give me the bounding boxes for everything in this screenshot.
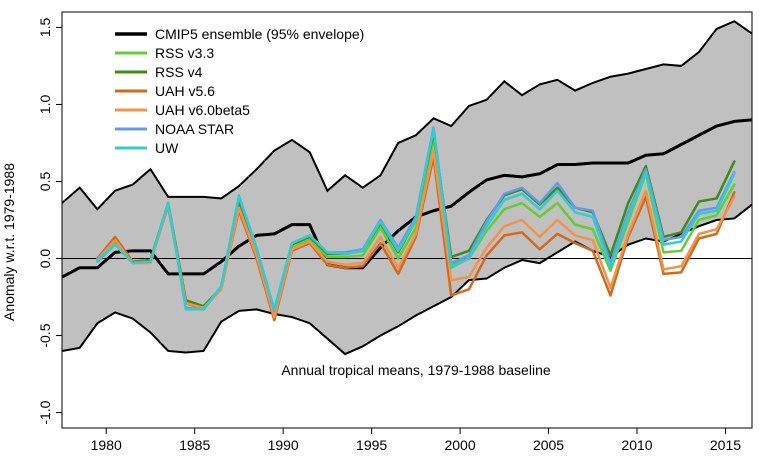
envelope-upper-line [62, 20, 752, 211]
series-line-cmip5-ensemble-95-envelope [62, 118, 752, 279]
y-tick-label: 0.5 [37, 172, 53, 192]
x-tick-label: 1995 [356, 437, 387, 453]
legend-label-uah-v6-0beta5: UAH v6.0beta5 [155, 102, 250, 118]
chart-annotation: Annual tropical means, 1979-1988 baselin… [281, 362, 551, 378]
legend: CMIP5 ensemble (95% envelope) RSS v3.3 RSS… [115, 26, 364, 156]
x-tick-label: 2000 [444, 437, 475, 453]
legend-label-uah-v5-6: UAH v5.6 [155, 83, 215, 99]
legend-label-cmip5-ensemble-95-envelope: CMIP5 ensemble (95% envelope) [155, 26, 364, 42]
y-tick-label: 1.5 [37, 17, 53, 37]
x-tick-label: 2010 [621, 437, 652, 453]
x-tick-label: 1990 [268, 437, 299, 453]
plot-frame [61, 11, 753, 429]
envelope-lower-line [62, 203, 752, 356]
x-tick-label: 2005 [533, 437, 564, 453]
legend-label-rss-v4: RSS v4 [155, 64, 203, 80]
x-tick-label: 1985 [179, 437, 210, 453]
x-tick-label: 2015 [710, 437, 741, 453]
y-tick-label: 0.0 [37, 249, 53, 269]
y-tick-label: -0.5 [37, 323, 53, 347]
envelope-band [62, 21, 752, 355]
y-tick-label: -1.0 [37, 400, 53, 424]
series-line-uw [96, 127, 736, 311]
legend-label-noaa-star: NOAA STAR [155, 121, 234, 137]
plot-inner [62, 20, 752, 356]
y-axis-title: Anomaly w.r.t. 1979-1988 [1, 163, 17, 321]
plot-area [62, 20, 752, 356]
x-tick-label: 1980 [91, 437, 122, 453]
legend-label-uw: UW [155, 140, 179, 156]
y-tick-label: 1.0 [37, 95, 53, 115]
axes: 1980 1985 1990 1995 2000 2005 2010 2015 -1.0 -0.5… [37, 11, 753, 453]
legend-label-rss-v3-3: RSS v3.3 [155, 45, 214, 61]
